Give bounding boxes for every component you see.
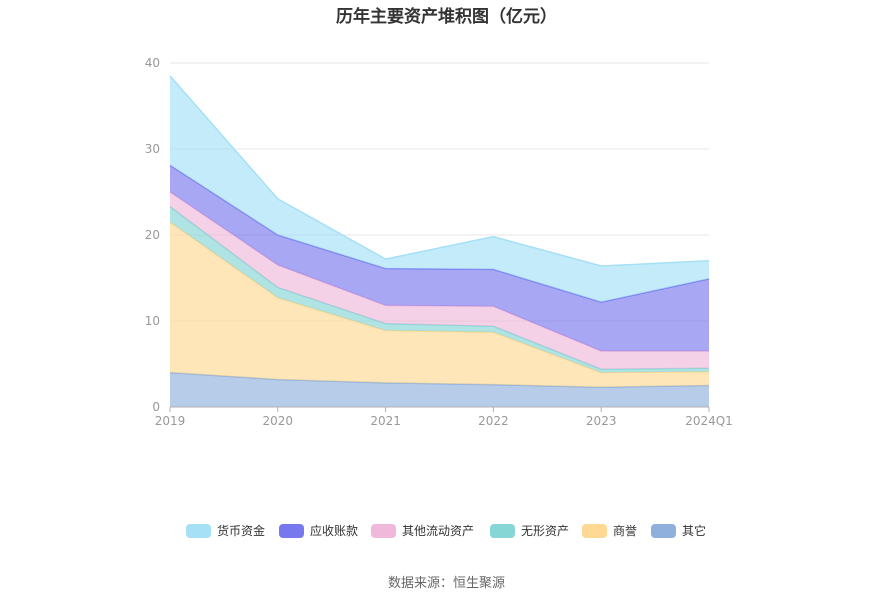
chart-title: 历年主要资产堆积图（亿元） <box>336 6 557 27</box>
y-tick-label: 30 <box>145 142 160 156</box>
legend: 货币资金 应收账款 其他流动资产 无形资产 商誉 其它 <box>186 523 706 538</box>
area-line-货币资金 <box>169 75 710 267</box>
legend-swatch <box>582 524 607 538</box>
legend-item-其它[interactable]: 其它 <box>651 523 706 538</box>
legend-swatch <box>651 524 676 538</box>
x-tick-label: 2024Q1 <box>685 414 733 428</box>
legend-swatch <box>279 524 304 538</box>
area-货币资金 <box>170 75 709 303</box>
legend-item-其他流动资产[interactable]: 其他流动资产 <box>371 524 474 538</box>
legend-item-应收账款[interactable]: 应收账款 <box>279 523 358 538</box>
x-tick-label: 2022 <box>478 414 509 428</box>
area-应收账款 <box>170 165 709 352</box>
legend-swatch <box>490 524 515 538</box>
x-tick-label: 2019 <box>155 414 186 428</box>
x-tick-label: 2021 <box>370 414 401 428</box>
legend-swatch <box>186 524 211 538</box>
area-series <box>169 75 710 407</box>
legend-swatch <box>371 524 396 538</box>
y-tick-label: 0 <box>152 400 160 414</box>
x-tick-label: 2020 <box>263 414 294 428</box>
legend-label: 应收账款 <box>310 523 358 538</box>
y-tick-label: 20 <box>145 228 160 242</box>
legend-label: 商誉 <box>613 523 637 538</box>
y-tick-label: 10 <box>145 314 160 328</box>
legend-item-货币资金[interactable]: 货币资金 <box>186 523 265 538</box>
area-商誉 <box>170 222 709 388</box>
legend-label: 其他流动资产 <box>402 524 474 538</box>
legend-label: 货币资金 <box>217 523 265 538</box>
legend-item-无形资产[interactable]: 无形资产 <box>490 524 569 538</box>
x-tick-label: 2023 <box>586 414 617 428</box>
source-note: 数据来源：恒生聚源 <box>388 576 505 591</box>
area-其它 <box>170 372 709 407</box>
area-无形资产 <box>170 206 709 373</box>
y-tick-label: 40 <box>145 56 160 70</box>
legend-label: 其它 <box>682 523 706 538</box>
legend-item-商誉[interactable]: 商誉 <box>582 523 637 538</box>
legend-label: 无形资产 <box>521 524 569 538</box>
axes: 0 10 20 30 40 2019 2020 2021 2022 2023 2024Q1 <box>145 56 733 428</box>
